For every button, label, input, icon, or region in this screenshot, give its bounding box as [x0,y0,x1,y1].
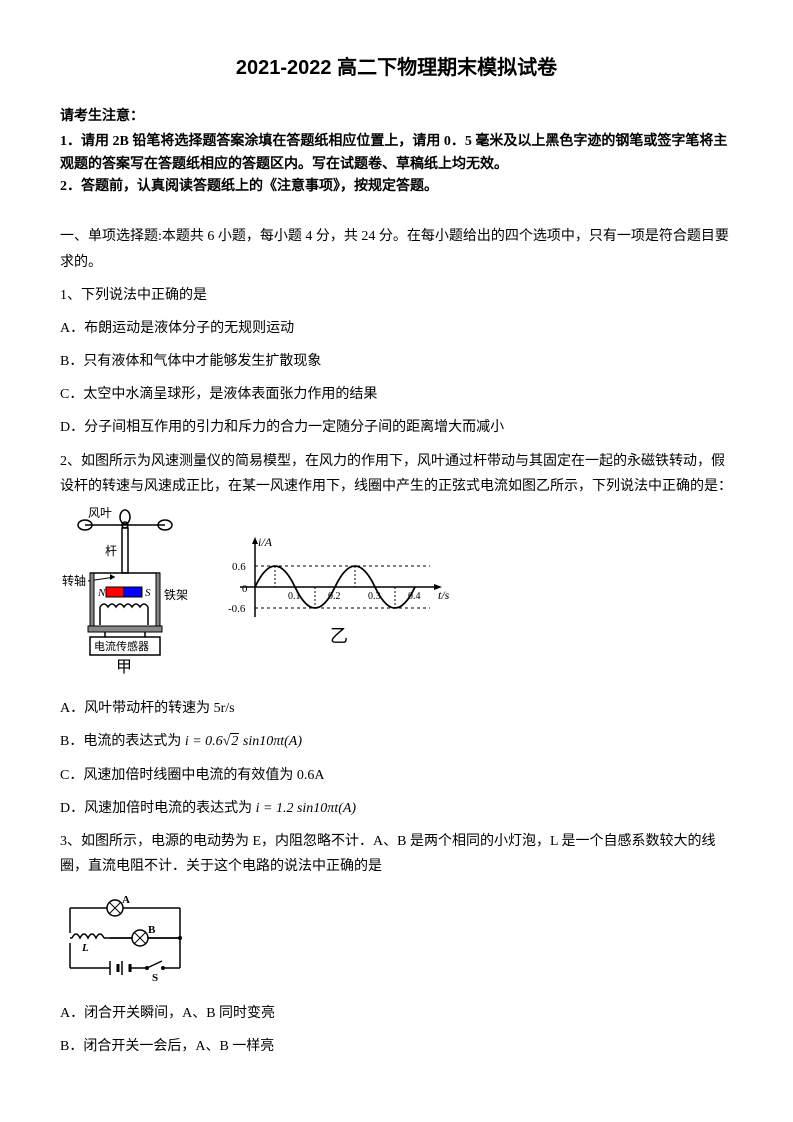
q2-option-c: C．风速加倍时线圈中电流的有效值为 0.6A [60,763,733,788]
q2-stem: 2、如图所示为风速测量仪的简易模型，在风力的作用下，风叶通过杆带动与其固定在一起… [60,449,733,499]
label-N: N [97,587,106,599]
q2-option-d: D．风速加倍时电流的表达式为 i = 1.2 sin10πt(A) [60,796,733,821]
q2-option-b-prefix: B．电流的表达式为 [60,729,181,754]
graph-ylabel: i/A [258,535,273,549]
graph-ymax: 0.6 [232,561,246,573]
label-jia: 甲 [116,659,132,676]
q1-option-c: C．太空中水滴呈球形，是液体表面张力作用的结果 [60,382,733,407]
circuit-label-B: B [148,924,156,936]
q2-option-d-prefix: D．风速加倍时电流的表达式为 [60,796,252,821]
notice-header: 请考生注意： [60,104,733,129]
q2-option-b: B．电流的表达式为 i = 0.6√2 sin10πt(A) [60,729,733,754]
label-frame: 铁架 [164,588,188,602]
graph-ymin: -0.6 [228,603,246,615]
label-rod: 杆 [105,544,117,558]
q1-option-a: A．布朗运动是液体分子的无规则运动 [60,316,733,341]
graph-yzero: 0 [242,583,248,595]
q2-option-d-formula: i = 1.2 sin10πt(A) [252,796,356,821]
label-sensor: 电流传感器 [94,639,149,653]
exam-title: 2021-2022 高二下物理期末模拟试卷 [60,50,733,86]
q2-option-b-formula: i = 0.6√2 sin10πt(A) [181,729,302,754]
graph-figure-container: i/A 0.6 0 -0.6 0.1 0.2 0.3 0.4 t/s 乙 [220,532,460,661]
q1-stem: 1、下列说法中正确的是 [60,283,733,308]
circuit-label-L: L [81,942,89,954]
graph-figure: i/A 0.6 0 -0.6 0.1 0.2 0.3 0.4 t/s 乙 [220,532,460,652]
q3-option-b: B．闭合开关一会后，A、B 一样亮 [60,1034,733,1059]
q3-stem: 3、如图所示，电源的电动势为 E，内阻忽略不计．A、B 是两个相同的小灯泡，L … [60,829,733,879]
circuit-figure: S A L B [60,893,190,983]
q2-figure-row: 风叶 杆 转轴 铁架 N S 电流传感器 [60,507,733,686]
section-1-header: 一、单项选择题:本题共 6 小题，每小题 4 分，共 24 分。在每小题给出的四… [60,224,733,274]
circuit-label-A: A [122,894,130,906]
circuit-label-S: S [152,972,158,983]
label-S: S [145,587,151,599]
q1-option-b: B．只有液体和气体中才能够发生扩散现象 [60,349,733,374]
label-fanleaf: 风叶 [88,507,112,520]
notice-line-1: 1．请用 2B 铅笔将选择题答案涂填在答题纸相应位置上，请用 0．5 毫米及以上… [60,131,733,176]
q2-option-a: A．风叶带动杆的转速为 5r/s [60,696,733,721]
device-figure: 风叶 杆 转轴 铁架 N S 电流传感器 [60,507,190,677]
notice-line-2: 2．答题前，认真阅读答题纸上的《注意事项》，按规定答题。 [60,176,733,198]
device-figure-container: 风叶 杆 转轴 铁架 N S 电流传感器 [60,507,190,686]
label-yi: 乙 [330,626,348,646]
graph-xlabel: t/s [438,588,450,602]
q1-option-d: D．分子间相互作用的引力和斥力的合力一定随分子间的距离增大而减小 [60,415,733,440]
q3-option-a: A．闭合开关瞬间，A、B 同时变亮 [60,1001,733,1026]
label-shaft: 转轴 [62,573,86,588]
